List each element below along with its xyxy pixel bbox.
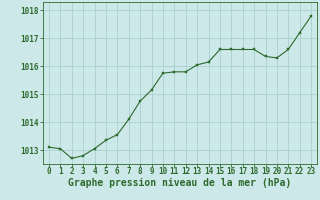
X-axis label: Graphe pression niveau de la mer (hPa): Graphe pression niveau de la mer (hPa) <box>68 178 292 188</box>
